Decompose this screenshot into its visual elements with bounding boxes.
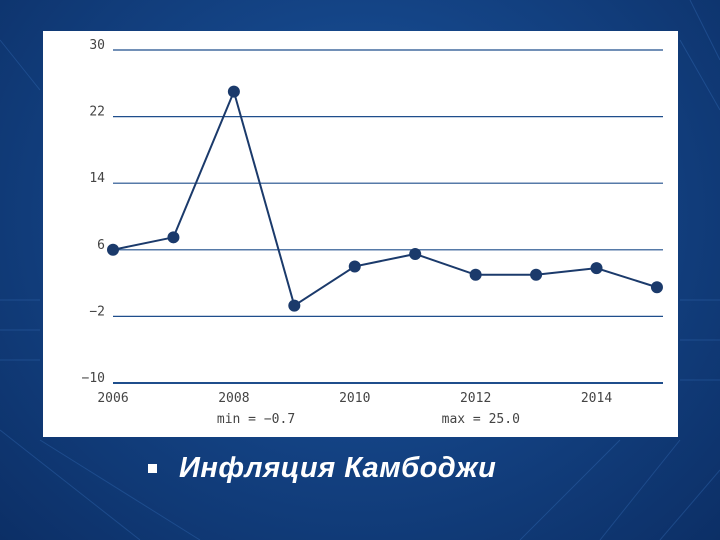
x-tick-label: 2006 xyxy=(97,391,128,406)
data-point xyxy=(469,268,482,281)
series-line xyxy=(112,88,658,308)
x-tick-label: 2012 xyxy=(460,391,491,406)
data-point xyxy=(167,231,180,244)
chart-panel: 30 22 14 6 −2 −10 2006 2008 2010 2012 2014 min = … xyxy=(43,31,678,437)
data-point xyxy=(650,281,663,294)
min-label: min = −0.7 xyxy=(217,412,295,427)
caption-text: Инфляция Камбоджи xyxy=(179,451,497,484)
data-points xyxy=(107,85,663,312)
x-tick-label: 2014 xyxy=(581,391,612,406)
data-point xyxy=(227,85,240,98)
data-point xyxy=(590,262,603,275)
grid-lines xyxy=(113,49,663,384)
x-tick-label: 2008 xyxy=(218,391,249,406)
x-tick-label: 2010 xyxy=(339,391,370,406)
y-axis-ticks: 30 22 14 6 −2 −10 xyxy=(82,38,106,386)
data-point xyxy=(288,299,301,312)
bullet-icon xyxy=(148,463,157,473)
y-tick-label: 30 xyxy=(89,38,105,53)
y-tick-label: 14 xyxy=(89,171,105,186)
y-tick-label: 6 xyxy=(97,238,105,253)
line-chart: 30 22 14 6 −2 −10 2006 2008 2010 2012 2014 min = … xyxy=(82,38,663,427)
data-point xyxy=(409,247,422,260)
x-axis-ticks: 2006 2008 2010 2012 2014 xyxy=(97,391,612,406)
data-point xyxy=(107,243,119,256)
data-point xyxy=(348,260,361,273)
data-point xyxy=(530,268,543,281)
max-label: max = 25.0 xyxy=(442,412,520,427)
y-tick-label: 22 xyxy=(89,105,105,120)
caption: Инфляция Камбоджи xyxy=(148,448,496,488)
y-tick-label: −2 xyxy=(89,304,105,319)
y-tick-label: −10 xyxy=(82,371,105,386)
